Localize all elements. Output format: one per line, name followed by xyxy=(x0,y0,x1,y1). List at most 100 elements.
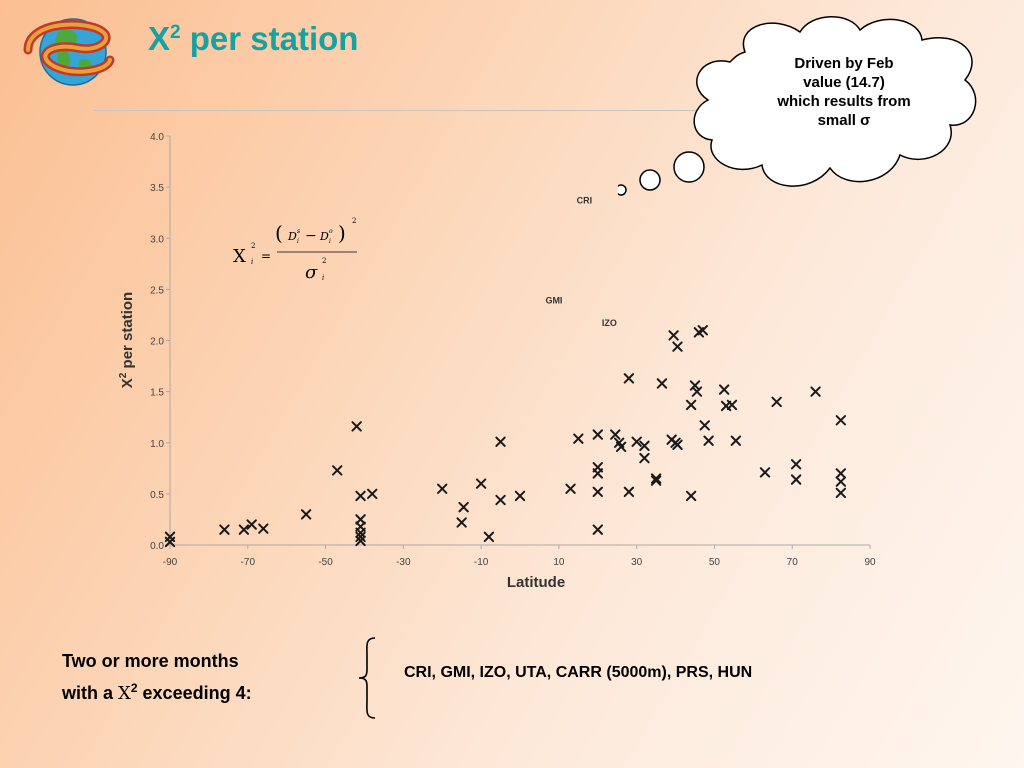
data-point xyxy=(238,524,250,535)
y-tick-label: 3.0 xyxy=(150,234,164,245)
svg-text:o: o xyxy=(329,228,333,235)
svg-text:i: i xyxy=(251,258,253,266)
svg-text:σ: σ xyxy=(305,262,318,283)
svg-text:−: − xyxy=(305,228,317,244)
logo-globe-icon xyxy=(23,18,115,86)
data-point xyxy=(699,420,710,431)
data-point xyxy=(355,514,366,525)
data-point xyxy=(483,531,495,543)
y-tick-label: 3.5 xyxy=(150,183,164,194)
bottom-left-note: Two or more months with a Χ2 exceeding 4… xyxy=(62,651,252,704)
data-point xyxy=(718,384,730,395)
data-point xyxy=(810,386,821,397)
data-point xyxy=(456,517,467,528)
data-point xyxy=(592,524,603,535)
data-point xyxy=(437,483,448,494)
svg-text:): ) xyxy=(338,221,346,245)
y-tick-label: 4.0 xyxy=(150,132,164,143)
svg-text:2: 2 xyxy=(352,217,356,225)
data-point xyxy=(672,341,683,352)
data-point xyxy=(685,490,697,502)
data-point xyxy=(656,378,668,389)
y-tick-label: 0.5 xyxy=(150,490,164,501)
data-point xyxy=(475,478,487,489)
svg-text:=: = xyxy=(261,249,271,263)
data-point xyxy=(631,436,642,447)
svg-text:i: i xyxy=(322,274,324,282)
data-point xyxy=(835,487,847,499)
x-tick-label: -50 xyxy=(318,557,333,568)
y-axis-label: X2 per station xyxy=(118,292,136,388)
y-tick-label: 2.5 xyxy=(150,285,164,296)
data-point xyxy=(219,524,230,535)
data-point xyxy=(730,435,742,446)
data-point xyxy=(623,373,635,384)
y-tick-label: 1.0 xyxy=(150,439,164,450)
data-point xyxy=(458,501,469,513)
svg-text:s: s xyxy=(297,228,300,235)
svg-text:2: 2 xyxy=(322,257,326,265)
chi-square-formula: Χ 2 i = ( D s i − D o i ) 2 σ 2 i xyxy=(233,217,357,283)
data-point xyxy=(685,399,697,411)
curly-brace xyxy=(358,637,376,719)
data-point xyxy=(355,527,366,538)
data-point xyxy=(495,494,506,506)
y-tick-label: 1.5 xyxy=(150,388,164,399)
x-tick-label: 90 xyxy=(864,557,876,568)
data-point xyxy=(771,396,782,408)
data-point xyxy=(639,440,650,452)
data-point xyxy=(697,325,708,336)
data-point xyxy=(650,473,662,484)
svg-text:D: D xyxy=(319,230,329,243)
data-point xyxy=(355,490,366,502)
data-point xyxy=(514,490,526,502)
x-tick-label: -10 xyxy=(474,557,489,568)
data-point xyxy=(691,386,703,397)
data-point xyxy=(351,421,362,432)
title-divider xyxy=(94,110,794,111)
data-point xyxy=(592,468,603,479)
cloud-annotation: Driven by Feb value (14.7) which results… xyxy=(777,55,911,129)
thought-cloud xyxy=(618,16,977,196)
data-point xyxy=(592,486,603,498)
x-tick-label: 30 xyxy=(631,557,643,568)
y-tick-label: 0.0 xyxy=(150,541,164,552)
x-tick-label: 70 xyxy=(787,557,799,568)
data-point xyxy=(565,483,576,494)
data-point xyxy=(258,523,269,534)
point-annotation-izo: IZO xyxy=(602,318,617,328)
data-point xyxy=(726,399,738,411)
x-tick-label: -70 xyxy=(241,557,256,568)
x-axis-label: Latitude xyxy=(507,574,565,591)
data-point xyxy=(332,465,343,476)
point-annotation-gmi: GMI xyxy=(545,296,562,306)
data-point xyxy=(592,429,603,440)
data-point xyxy=(668,330,679,341)
svg-text:(: ( xyxy=(275,221,283,245)
data-point xyxy=(246,519,257,530)
data-point xyxy=(300,509,312,520)
data-point xyxy=(835,476,847,487)
data-point xyxy=(495,436,506,447)
data-point xyxy=(650,475,662,486)
x-tick-label: -90 xyxy=(163,557,178,568)
data-point xyxy=(835,468,847,479)
data-point xyxy=(355,535,366,547)
svg-text:i: i xyxy=(329,238,331,245)
data-point xyxy=(367,488,378,500)
data-point xyxy=(790,459,802,470)
x-tick-label: 50 xyxy=(709,557,721,568)
data-point xyxy=(790,474,802,485)
data-point xyxy=(672,439,683,450)
data-point xyxy=(355,531,366,543)
data-point xyxy=(164,536,176,548)
y-tick-label: 2.0 xyxy=(150,337,164,348)
svg-text:2: 2 xyxy=(251,242,255,250)
data-point xyxy=(615,441,627,453)
data-point xyxy=(573,433,584,444)
data-point xyxy=(703,435,714,446)
data-point xyxy=(639,452,650,464)
page-title: X2 per station xyxy=(148,20,359,57)
station-list: CRI, GMI, IZO, UTA, CARR (5000m), PRS, H… xyxy=(404,664,753,681)
